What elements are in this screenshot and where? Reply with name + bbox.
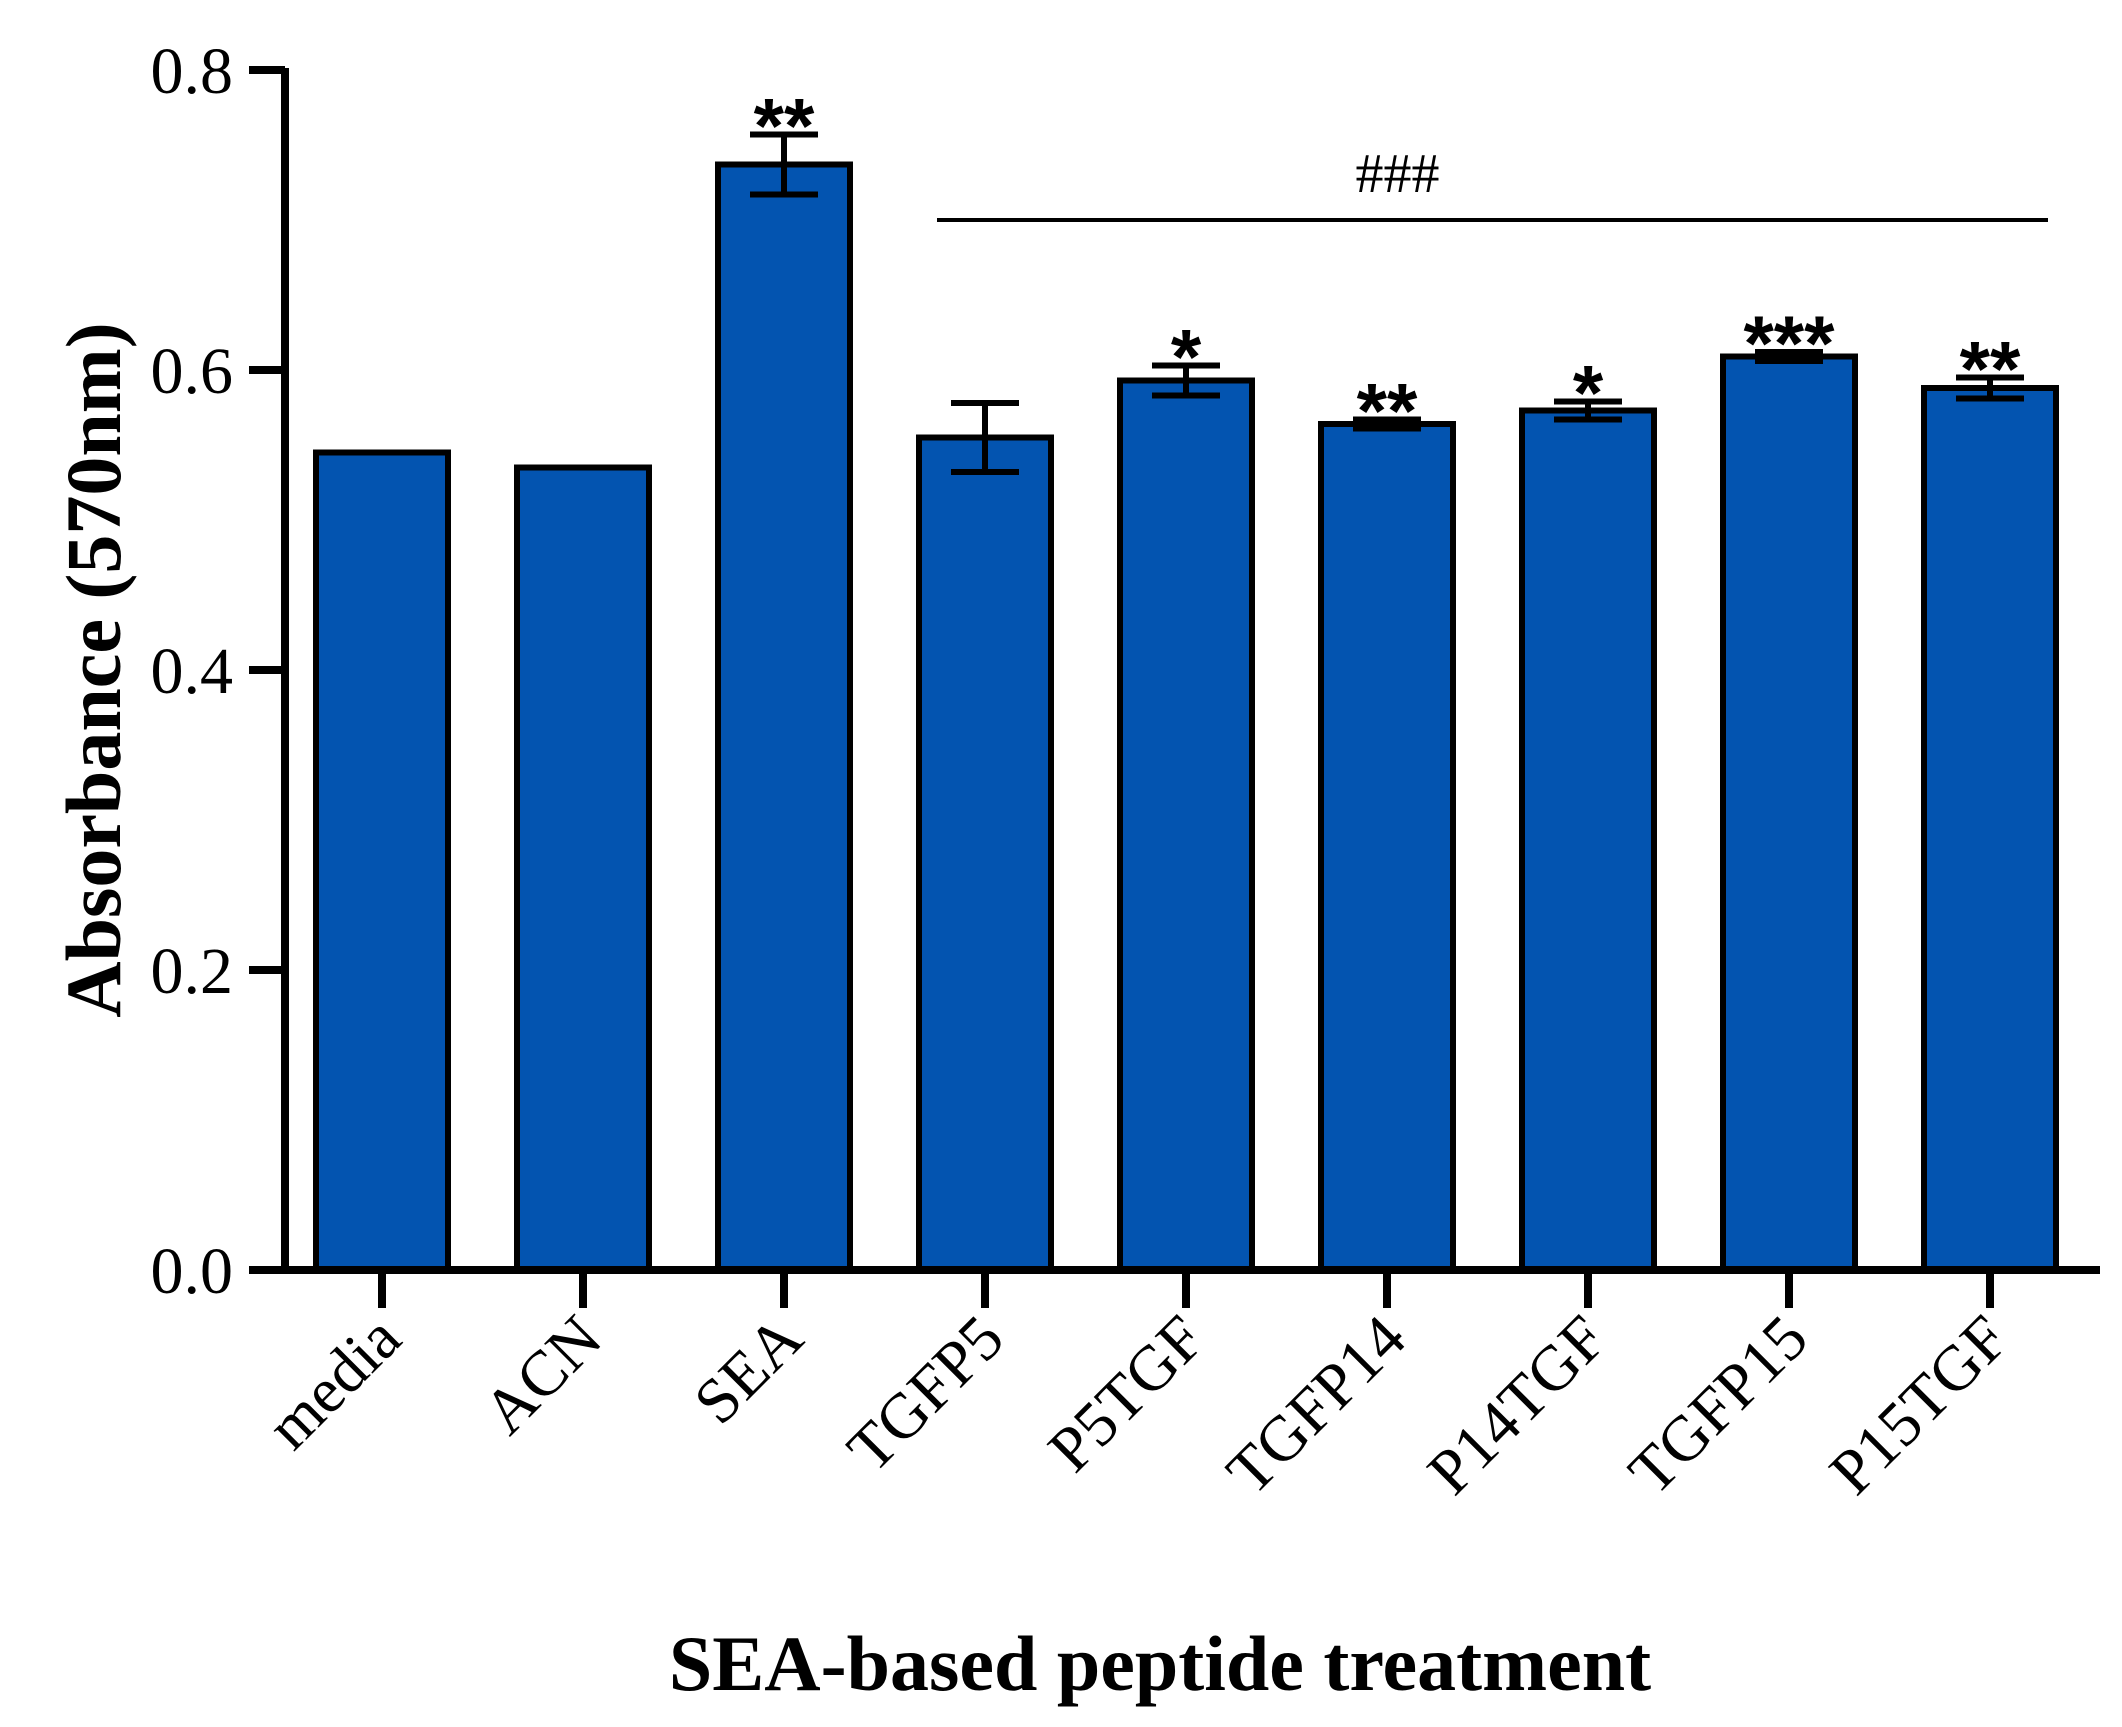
y-tick-label: 0.0 xyxy=(151,1235,234,1308)
significance-layer: ***** **** ** xyxy=(754,82,2021,455)
y-tick-label: 0.8 xyxy=(151,35,234,108)
x-tick-label: SEA xyxy=(680,1302,816,1438)
significance-marker: ** xyxy=(1357,367,1418,455)
significance-marker: * xyxy=(1573,349,1604,437)
x-tick-label: media xyxy=(253,1302,414,1463)
x-tick-label: P5TGF xyxy=(1034,1302,1217,1485)
significance-marker: * xyxy=(1171,313,1202,401)
x-tick-label: TGFP14 xyxy=(1213,1302,1419,1508)
significance-marker: ** xyxy=(754,82,815,170)
bar-tgfp5 xyxy=(916,434,1054,1273)
x-tick-label: TGFP5 xyxy=(833,1302,1016,1485)
x-axis-title: SEA-based peptide treatment xyxy=(669,1620,1651,1707)
group-annotation: ### xyxy=(937,143,2048,222)
significance-marker: *** xyxy=(1743,299,1835,387)
x-tick-label: P15TGF xyxy=(1816,1302,2022,1508)
y-ticks: 0.0 0.2 0.4 0.6 0.8 xyxy=(151,35,285,1308)
bar-tgfp15 xyxy=(1720,353,1858,1273)
x-tick-label: P14TGF xyxy=(1414,1302,1620,1508)
bar-p15tgf xyxy=(1921,385,2059,1273)
x-tick-label: ACN xyxy=(469,1302,615,1448)
bar-tgfp14 xyxy=(1318,421,1456,1273)
y-tick-label: 0.4 xyxy=(151,635,234,708)
bars-layer xyxy=(313,131,2059,1273)
x-tick-label: TGFP15 xyxy=(1615,1302,1821,1508)
x-ticks: media ACN SEA TGFP5 P5TGFTGFP14P14TGFTGFP15P… xyxy=(253,1270,2022,1508)
bar-sea xyxy=(715,161,853,1273)
significance-marker: ** xyxy=(1960,325,2021,413)
bar-acn xyxy=(514,464,652,1273)
bar-p14tgf xyxy=(1519,407,1657,1273)
y-tick-label: 0.6 xyxy=(151,335,234,408)
y-axis-title: Absorbance (570nm) xyxy=(50,322,137,1018)
group-significance-label: ### xyxy=(1356,143,1440,205)
bar-media xyxy=(313,449,451,1273)
bar-p5tgf xyxy=(1117,377,1255,1273)
y-tick-label: 0.2 xyxy=(151,935,234,1008)
